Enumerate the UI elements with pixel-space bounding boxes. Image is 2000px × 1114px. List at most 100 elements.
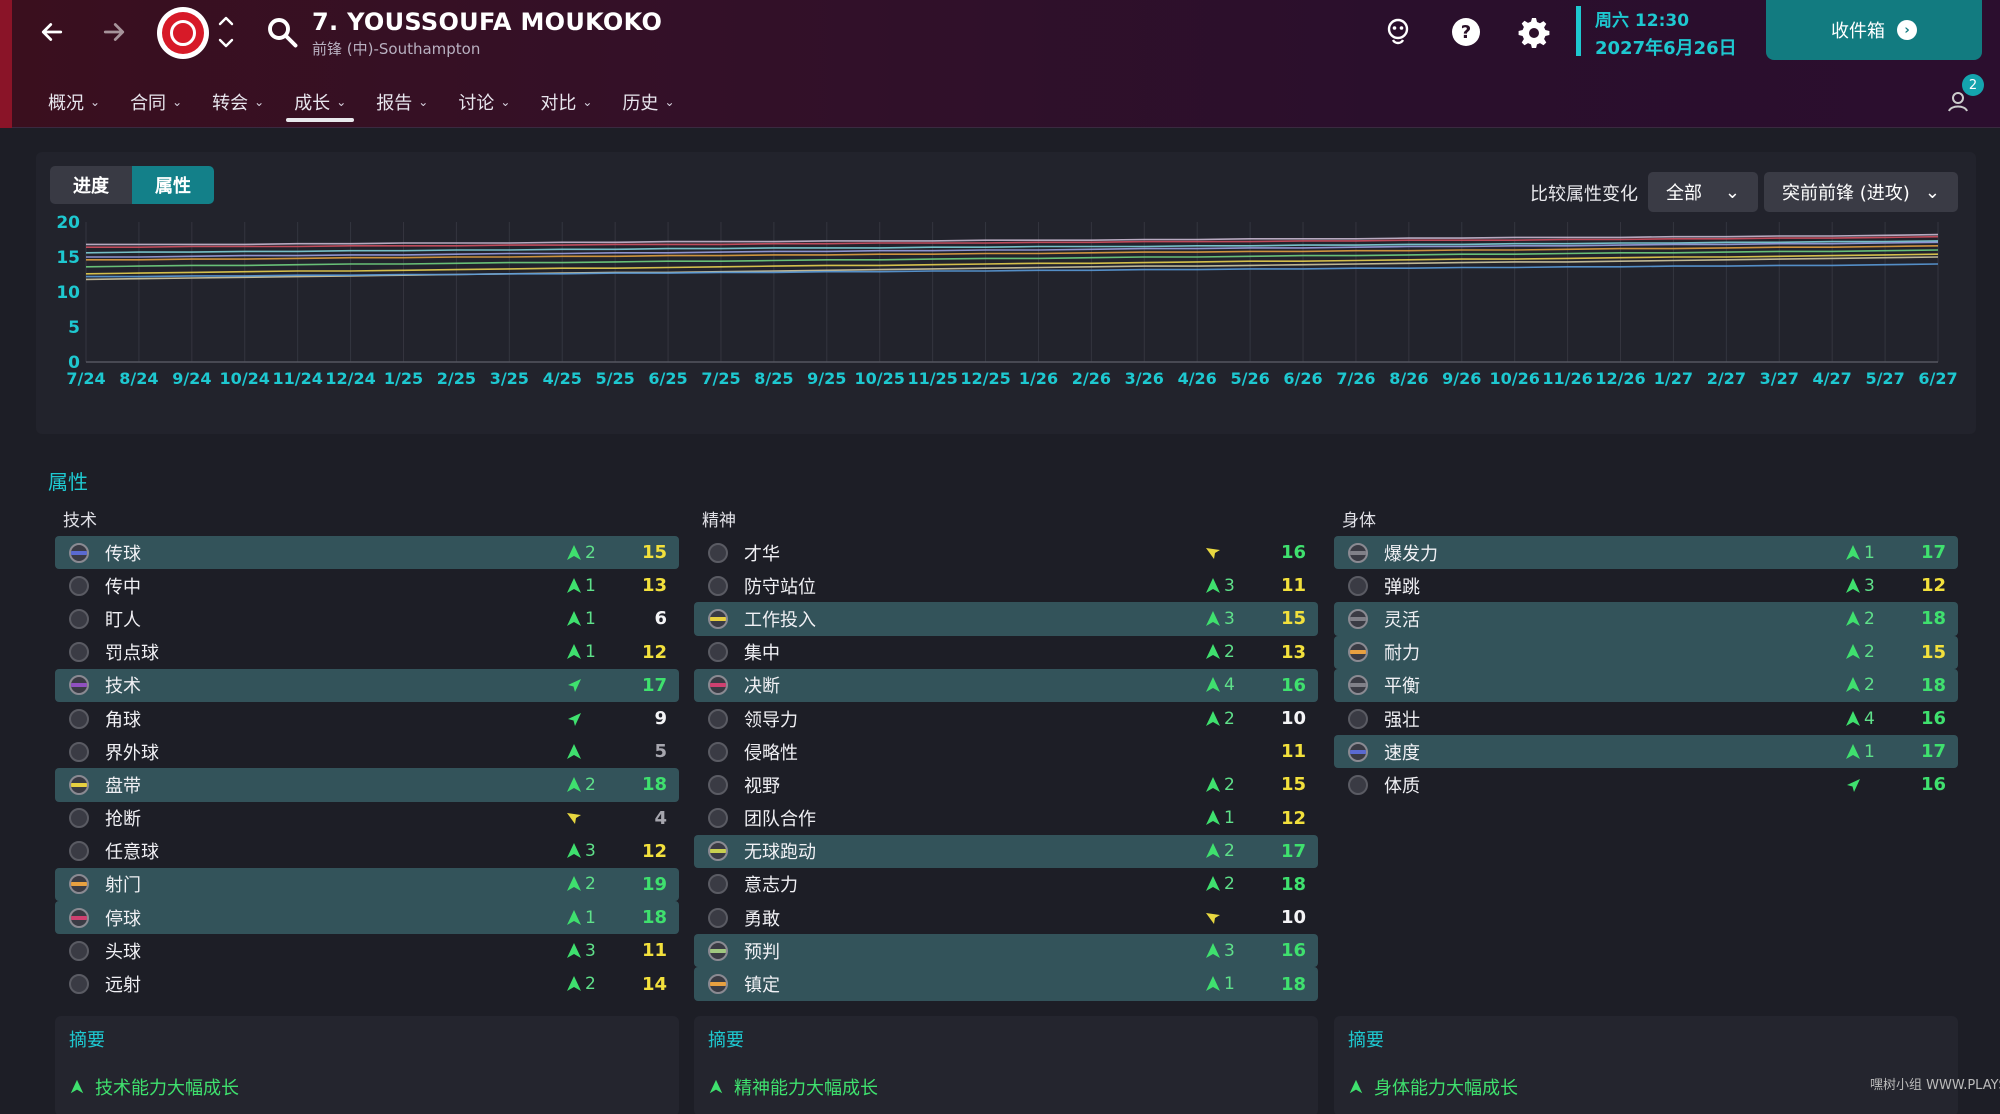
attribute-highlight-dot-icon[interactable] <box>1348 675 1368 696</box>
progress-toggle-button[interactable]: 进度 <box>50 166 132 204</box>
attribute-highlight-dot-icon[interactable] <box>708 642 728 663</box>
attribute-row[interactable]: 头球 3 11 <box>55 934 679 967</box>
attribute-value: 18 <box>1920 674 1946 696</box>
attribute-row[interactable]: 任意球 3 12 <box>55 835 679 868</box>
role-filter-dropdown[interactable]: 突前前锋 (进攻) ⌄ <box>1764 172 1958 212</box>
attribute-highlight-dot-icon[interactable] <box>69 874 89 895</box>
attribute-row[interactable]: 团队合作 1 12 <box>694 802 1318 835</box>
attribute-row[interactable]: 无球跑动 2 17 <box>694 834 1318 868</box>
attribute-row[interactable]: 决断 4 16 <box>694 668 1318 702</box>
attribute-highlight-dot-icon[interactable] <box>69 907 89 928</box>
attribute-row[interactable]: 意志力 2 18 <box>694 868 1318 901</box>
attribute-row[interactable]: 罚点球 1 12 <box>55 636 679 669</box>
attribute-row[interactable]: 停球 1 18 <box>55 901 679 935</box>
tab-transfer[interactable]: 转会 ⌄ <box>212 93 265 114</box>
attribute-highlight-dot-icon[interactable] <box>708 675 728 696</box>
attribute-row[interactable]: 远射 2 14 <box>55 967 679 1000</box>
gear-icon[interactable] <box>1516 14 1552 50</box>
forward-arrow-icon[interactable] <box>92 10 136 54</box>
attribute-highlight-dot-icon[interactable] <box>1348 741 1368 762</box>
attribute-highlight-dot-icon[interactable] <box>708 974 728 995</box>
attribute-highlight-dot-icon[interactable] <box>69 542 89 563</box>
club-badge[interactable] <box>157 7 209 59</box>
notification-icon[interactable]: 2 <box>1944 74 1984 114</box>
attribute-row[interactable]: 工作投入 3 15 <box>694 602 1318 636</box>
attribute-row[interactable]: 灵活 2 18 <box>1334 602 1958 636</box>
attribute-row[interactable]: 视野 2 15 <box>694 768 1318 801</box>
attribute-row[interactable]: 射门 2 19 <box>55 867 679 902</box>
attribute-row[interactable]: 领导力 2 10 <box>694 702 1318 735</box>
attribute-highlight-dot-icon[interactable] <box>708 874 728 895</box>
player-position-club[interactable]: 前锋 (中)-Southampton <box>312 40 481 58</box>
tab-overview[interactable]: 概况 ⌄ <box>48 93 101 114</box>
attribute-name: 爆发力 <box>1384 543 1438 565</box>
tab-development[interactable]: 成长 ⌄ <box>280 82 360 122</box>
attribute-row[interactable]: 抢断 4 <box>55 802 679 835</box>
attribute-row[interactable]: 盘带 2 18 <box>55 768 679 802</box>
attribute-highlight-dot-icon[interactable] <box>708 708 728 729</box>
attribute-highlight-dot-icon[interactable] <box>1348 542 1368 563</box>
staff-avatar-icon[interactable] <box>1380 14 1416 50</box>
attribute-highlight-dot-icon[interactable] <box>69 675 89 696</box>
top-header: 7. YOUSSOUFA MOUKOKO 前锋 (中)-Southampton … <box>0 0 2000 128</box>
attribute-row[interactable]: 角球 9 <box>55 702 679 735</box>
attribute-row[interactable]: 侵略性 11 <box>694 735 1318 768</box>
attribute-row[interactable]: 勇敢 10 <box>694 901 1318 934</box>
attribute-highlight-dot-icon[interactable] <box>69 708 89 729</box>
attributes-toggle-button[interactable]: 属性 <box>132 166 214 204</box>
attribute-highlight-dot-icon[interactable] <box>69 841 89 862</box>
back-arrow-icon[interactable] <box>30 10 74 54</box>
attribute-highlight-dot-icon[interactable] <box>1348 575 1368 596</box>
attribute-highlight-dot-icon[interactable] <box>708 774 728 795</box>
attribute-highlight-dot-icon[interactable] <box>708 575 728 596</box>
attribute-highlight-dot-icon[interactable] <box>708 608 728 629</box>
attribute-highlight-dot-icon[interactable] <box>69 774 89 795</box>
tab-discuss[interactable]: 讨论 ⌄ <box>458 93 511 114</box>
attribute-highlight-dot-icon[interactable] <box>69 808 89 829</box>
attribute-row[interactable]: 防守站位 3 11 <box>694 569 1318 602</box>
attribute-row[interactable]: 强壮 4 16 <box>1334 702 1958 735</box>
attribute-highlight-dot-icon[interactable] <box>708 808 728 829</box>
attribute-highlight-dot-icon[interactable] <box>69 642 89 663</box>
attribute-highlight-dot-icon[interactable] <box>1348 774 1368 795</box>
attribute-row[interactable]: 才华 16 <box>694 536 1318 569</box>
attribute-highlight-dot-icon[interactable] <box>708 741 728 762</box>
inbox-button[interactable]: 收件箱 › <box>1766 0 1982 60</box>
attribute-row[interactable]: 技术 17 <box>55 668 679 702</box>
attribute-highlight-dot-icon[interactable] <box>1348 608 1368 629</box>
attribute-highlight-dot-icon[interactable] <box>1348 642 1368 663</box>
attribute-highlight-dot-icon[interactable] <box>69 575 89 596</box>
attribute-row[interactable]: 传中 1 13 <box>55 569 679 602</box>
attribute-row[interactable]: 盯人 1 6 <box>55 602 679 635</box>
attribute-highlight-dot-icon[interactable] <box>69 974 89 995</box>
attribute-highlight-dot-icon[interactable] <box>708 542 728 563</box>
player-switch-chevrons-icon[interactable] <box>216 10 236 54</box>
attribute-row[interactable]: 预判 3 16 <box>694 934 1318 968</box>
attribute-row[interactable]: 耐力 2 15 <box>1334 635 1958 669</box>
attribute-filter-dropdown[interactable]: 全部 ⌄ <box>1648 172 1758 212</box>
attribute-highlight-dot-icon[interactable] <box>69 608 89 629</box>
attribute-row[interactable]: 集中 2 13 <box>694 636 1318 669</box>
tab-compare[interactable]: 对比 ⌄ <box>540 93 593 114</box>
game-date[interactable]: 周六 12:30 2027年6月26日 <box>1576 6 1737 59</box>
attribute-highlight-dot-icon[interactable] <box>708 907 728 928</box>
attribute-highlight-dot-icon[interactable] <box>708 841 728 862</box>
help-icon[interactable]: ? <box>1448 14 1484 50</box>
attribute-highlight-dot-icon[interactable] <box>69 940 89 961</box>
attribute-row[interactable]: 镇定 1 18 <box>694 967 1318 1001</box>
attribute-row[interactable]: 传球 2 15 <box>55 536 679 570</box>
tab-contract[interactable]: 合同 ⌄ <box>130 93 183 114</box>
tab-history[interactable]: 历史 ⌄ <box>622 93 675 114</box>
attribute-row[interactable]: 速度 1 17 <box>1334 735 1958 769</box>
series-line <box>86 245 1939 261</box>
search-icon[interactable] <box>264 14 300 50</box>
tab-reports[interactable]: 报告 ⌄ <box>376 93 429 114</box>
attribute-row[interactable]: 体质 16 <box>1334 768 1958 801</box>
attribute-highlight-dot-icon[interactable] <box>69 741 89 762</box>
attribute-row[interactable]: 平衡 2 18 <box>1334 668 1958 702</box>
attribute-row[interactable]: 界外球 5 <box>55 735 679 768</box>
attribute-highlight-dot-icon[interactable] <box>708 940 728 961</box>
attribute-row[interactable]: 爆发力 1 17 <box>1334 536 1958 570</box>
attribute-highlight-dot-icon[interactable] <box>1348 708 1368 729</box>
attribute-row[interactable]: 弹跳 3 12 <box>1334 569 1958 602</box>
